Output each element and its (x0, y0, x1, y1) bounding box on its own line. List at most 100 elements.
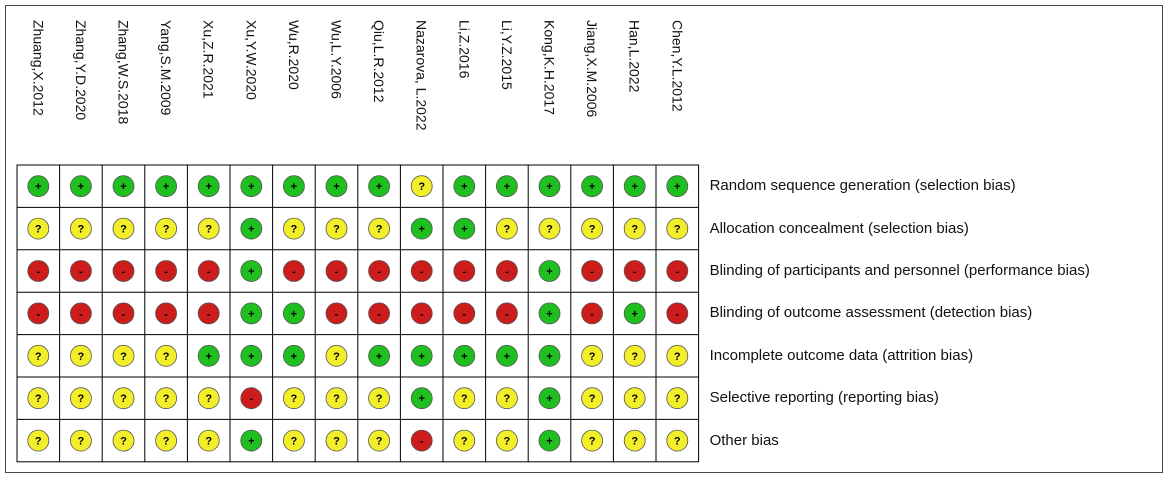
rating-symbol: ? (333, 436, 340, 448)
rating-mark: ? (623, 387, 646, 410)
rating-circle (197, 344, 220, 367)
rating-mark: + (240, 302, 263, 325)
rating-mark: - (112, 302, 135, 325)
rating-mark: - (325, 260, 348, 282)
rating-circle (666, 175, 689, 198)
rating-circle (197, 302, 220, 325)
rating-circle (27, 387, 50, 410)
rating-circle (155, 217, 178, 240)
rating-mark: ? (27, 217, 50, 240)
rating-symbol: ? (461, 436, 468, 448)
rating-circle (666, 260, 689, 282)
rating-circle (282, 429, 305, 452)
rating-symbol: - (462, 266, 466, 278)
rating-circle (453, 217, 476, 240)
rating-mark: ? (581, 429, 603, 452)
study-label: Zhuang,X.2012 (30, 20, 46, 116)
rating-mark: - (70, 302, 92, 325)
rating-mark: + (282, 344, 305, 367)
rating-symbol: - (377, 308, 381, 320)
rating-circle (410, 175, 433, 198)
rating-circle (70, 175, 92, 198)
rating-circle (325, 260, 348, 282)
rating-mark: - (410, 429, 433, 452)
rating-mark: + (495, 344, 518, 367)
rating-circle (623, 260, 646, 282)
rating-circle (112, 344, 135, 367)
rating-symbol: ? (418, 181, 425, 193)
rating-mark: + (623, 302, 646, 325)
rating-symbol: ? (120, 436, 127, 448)
rating-mark: + (27, 175, 50, 198)
rating-circle (581, 175, 603, 198)
rating-symbol: - (675, 308, 679, 320)
rating-mark: + (282, 302, 305, 325)
rating-circle (155, 175, 178, 198)
rating-symbol: ? (163, 351, 170, 363)
rating-circle (538, 302, 561, 325)
rating-mark: - (325, 302, 348, 325)
rating-symbol: - (79, 266, 83, 278)
rating-circle (368, 344, 391, 367)
rating-mark: + (538, 260, 561, 282)
rating-mark: ? (581, 217, 603, 240)
rating-symbol: ? (674, 436, 681, 448)
rating-symbol: + (461, 181, 467, 193)
rating-mark: - (410, 260, 433, 282)
rating-symbol: - (207, 308, 211, 320)
rating-circle (112, 175, 135, 198)
rating-symbol: + (248, 351, 254, 363)
rating-symbol: + (248, 436, 254, 448)
rating-circle (666, 344, 689, 367)
rating-symbol: - (122, 308, 126, 320)
rating-circle (27, 217, 50, 240)
rating-mark: - (112, 260, 135, 282)
rating-symbol: - (249, 393, 253, 405)
rating-mark: + (453, 175, 476, 198)
risk-of-bias-summary: Zhuang,X.2012 Zhang,Y.D.2020 Zhang,W.S.201… (5, 5, 1163, 473)
rating-circle (240, 260, 263, 282)
rating-circle (495, 302, 518, 325)
rating-symbol: + (205, 351, 211, 363)
rating-mark: + (155, 175, 178, 198)
rating-circle (368, 175, 391, 198)
rating-mark: ? (666, 387, 689, 410)
rating-symbol: + (674, 181, 680, 193)
rating-symbol: + (631, 308, 637, 320)
rating-mark: ? (155, 387, 178, 410)
rating-circle (325, 387, 348, 410)
rating-mark: + (240, 260, 263, 282)
rating-circle (581, 344, 603, 367)
rating-mark: ? (325, 429, 348, 452)
rating-circle (410, 302, 433, 325)
rating-mark: + (538, 429, 561, 452)
rating-circle (368, 429, 391, 452)
rating-mark: - (453, 260, 476, 282)
rating-mark: ? (155, 344, 178, 367)
rating-symbol: ? (205, 224, 212, 236)
rating-symbol: ? (589, 393, 596, 405)
rating-symbol: + (546, 436, 552, 448)
rating-symbol: ? (504, 224, 511, 236)
rating-mark: ? (666, 217, 689, 240)
rating-circle (70, 387, 92, 410)
rating-mark: + (538, 387, 561, 410)
rating-circle (197, 175, 220, 198)
rating-mark: + (240, 175, 263, 198)
rating-circle (538, 344, 561, 367)
rating-circle (495, 344, 518, 367)
rating-mark: + (581, 175, 603, 198)
domain-label: Selective reporting (reporting bias) (709, 389, 939, 407)
rating-mark: ? (112, 344, 135, 367)
risk-of-bias-grid: Zhuang,X.2012 Zhang,Y.D.2020 Zhang,W.S.201… (16, 20, 700, 463)
rating-mark: - (666, 260, 689, 282)
rating-circle (368, 260, 391, 282)
study-label: Zhang,W.S.2018 (116, 20, 132, 125)
rating-symbol: ? (163, 393, 170, 405)
rating-mark: ? (27, 387, 50, 410)
rating-circle (240, 344, 263, 367)
rating-circle (410, 217, 433, 240)
rating-mark: + (325, 175, 348, 198)
rating-mark: + (623, 175, 646, 198)
rating-circle (155, 344, 178, 367)
